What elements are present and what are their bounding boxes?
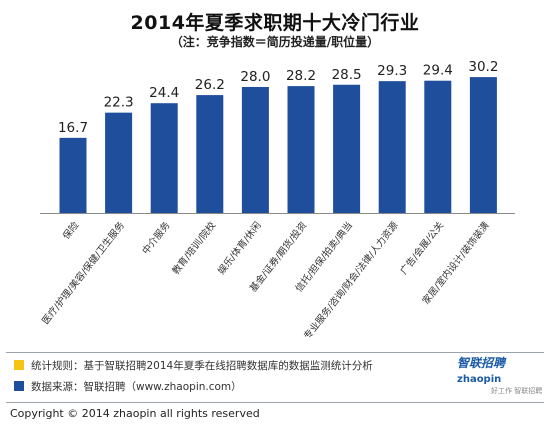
zhaopin-logo: 智联招聘 zhaopin 好工作 智联招聘: [457, 352, 547, 398]
bar-value-label: 16.7: [58, 120, 88, 136]
legend-item-source: 数据来源：智联招聘（www.zhaopin.com）: [14, 378, 242, 394]
legend-text-source: 数据来源：智联招聘（www.zhaopin.com）: [31, 380, 242, 393]
logo-text: zhaopin: [457, 374, 502, 385]
category-label: 教育/培训/院校: [170, 219, 219, 277]
category-label: 中介服务: [140, 219, 173, 257]
bar: [241, 87, 269, 213]
category-label: 保险: [60, 219, 81, 242]
bar: [469, 77, 497, 213]
bar-value-label: 26.2: [195, 77, 225, 93]
bar-value-label: 29.4: [423, 63, 453, 79]
bar-value-label: 29.3: [377, 63, 407, 79]
footer-divider: [6, 402, 544, 403]
bar-value-label: 30.2: [468, 59, 498, 75]
bar-value-label: 24.4: [149, 85, 179, 101]
bar-value-label: 28.0: [240, 69, 270, 85]
legend-swatch-blue: [14, 381, 24, 391]
category-label: 娱乐/体育/休闲: [215, 219, 263, 276]
bar-value-label: 28.5: [332, 67, 362, 83]
bar: [424, 80, 452, 213]
legend-text-rule: 统计规则：基于智联招聘2014年夏季在线招聘数据库的数据监测统计分析: [31, 359, 373, 372]
category-label: 广告/会展/公关: [398, 219, 447, 277]
bar-value-label: 28.2: [286, 68, 316, 84]
logo-tagline: 好工作 智联招聘: [491, 387, 543, 395]
bar: [378, 81, 406, 214]
chart-title: 2014年夏季求职期十大冷门行业: [130, 12, 420, 34]
category-label: 医疗/护理/美容/保健/卫生服务: [39, 219, 127, 327]
bar: [287, 86, 315, 213]
chart-subtitle: （注：竞争指数＝简历投递量/职位量）: [170, 35, 380, 49]
bar-value-label: 22.3: [104, 95, 134, 111]
legend-swatch-yellow: [14, 360, 24, 370]
bar: [59, 137, 87, 213]
bar: [150, 103, 178, 213]
legend-item-rule: 统计规则：基于智联招聘2014年夏季在线招聘数据库的数据监测统计分析: [14, 357, 373, 373]
bar: [196, 95, 224, 213]
legend-divider: [6, 352, 544, 353]
copyright-text: Copyright © 2014 zhaopin all rights rese…: [10, 407, 260, 420]
bar: [105, 112, 133, 213]
bar: [333, 84, 361, 213]
logo-cn: 智联招聘: [457, 356, 506, 370]
category-label: 专业服务/咨询/财会/法律/人力资源: [301, 219, 401, 342]
